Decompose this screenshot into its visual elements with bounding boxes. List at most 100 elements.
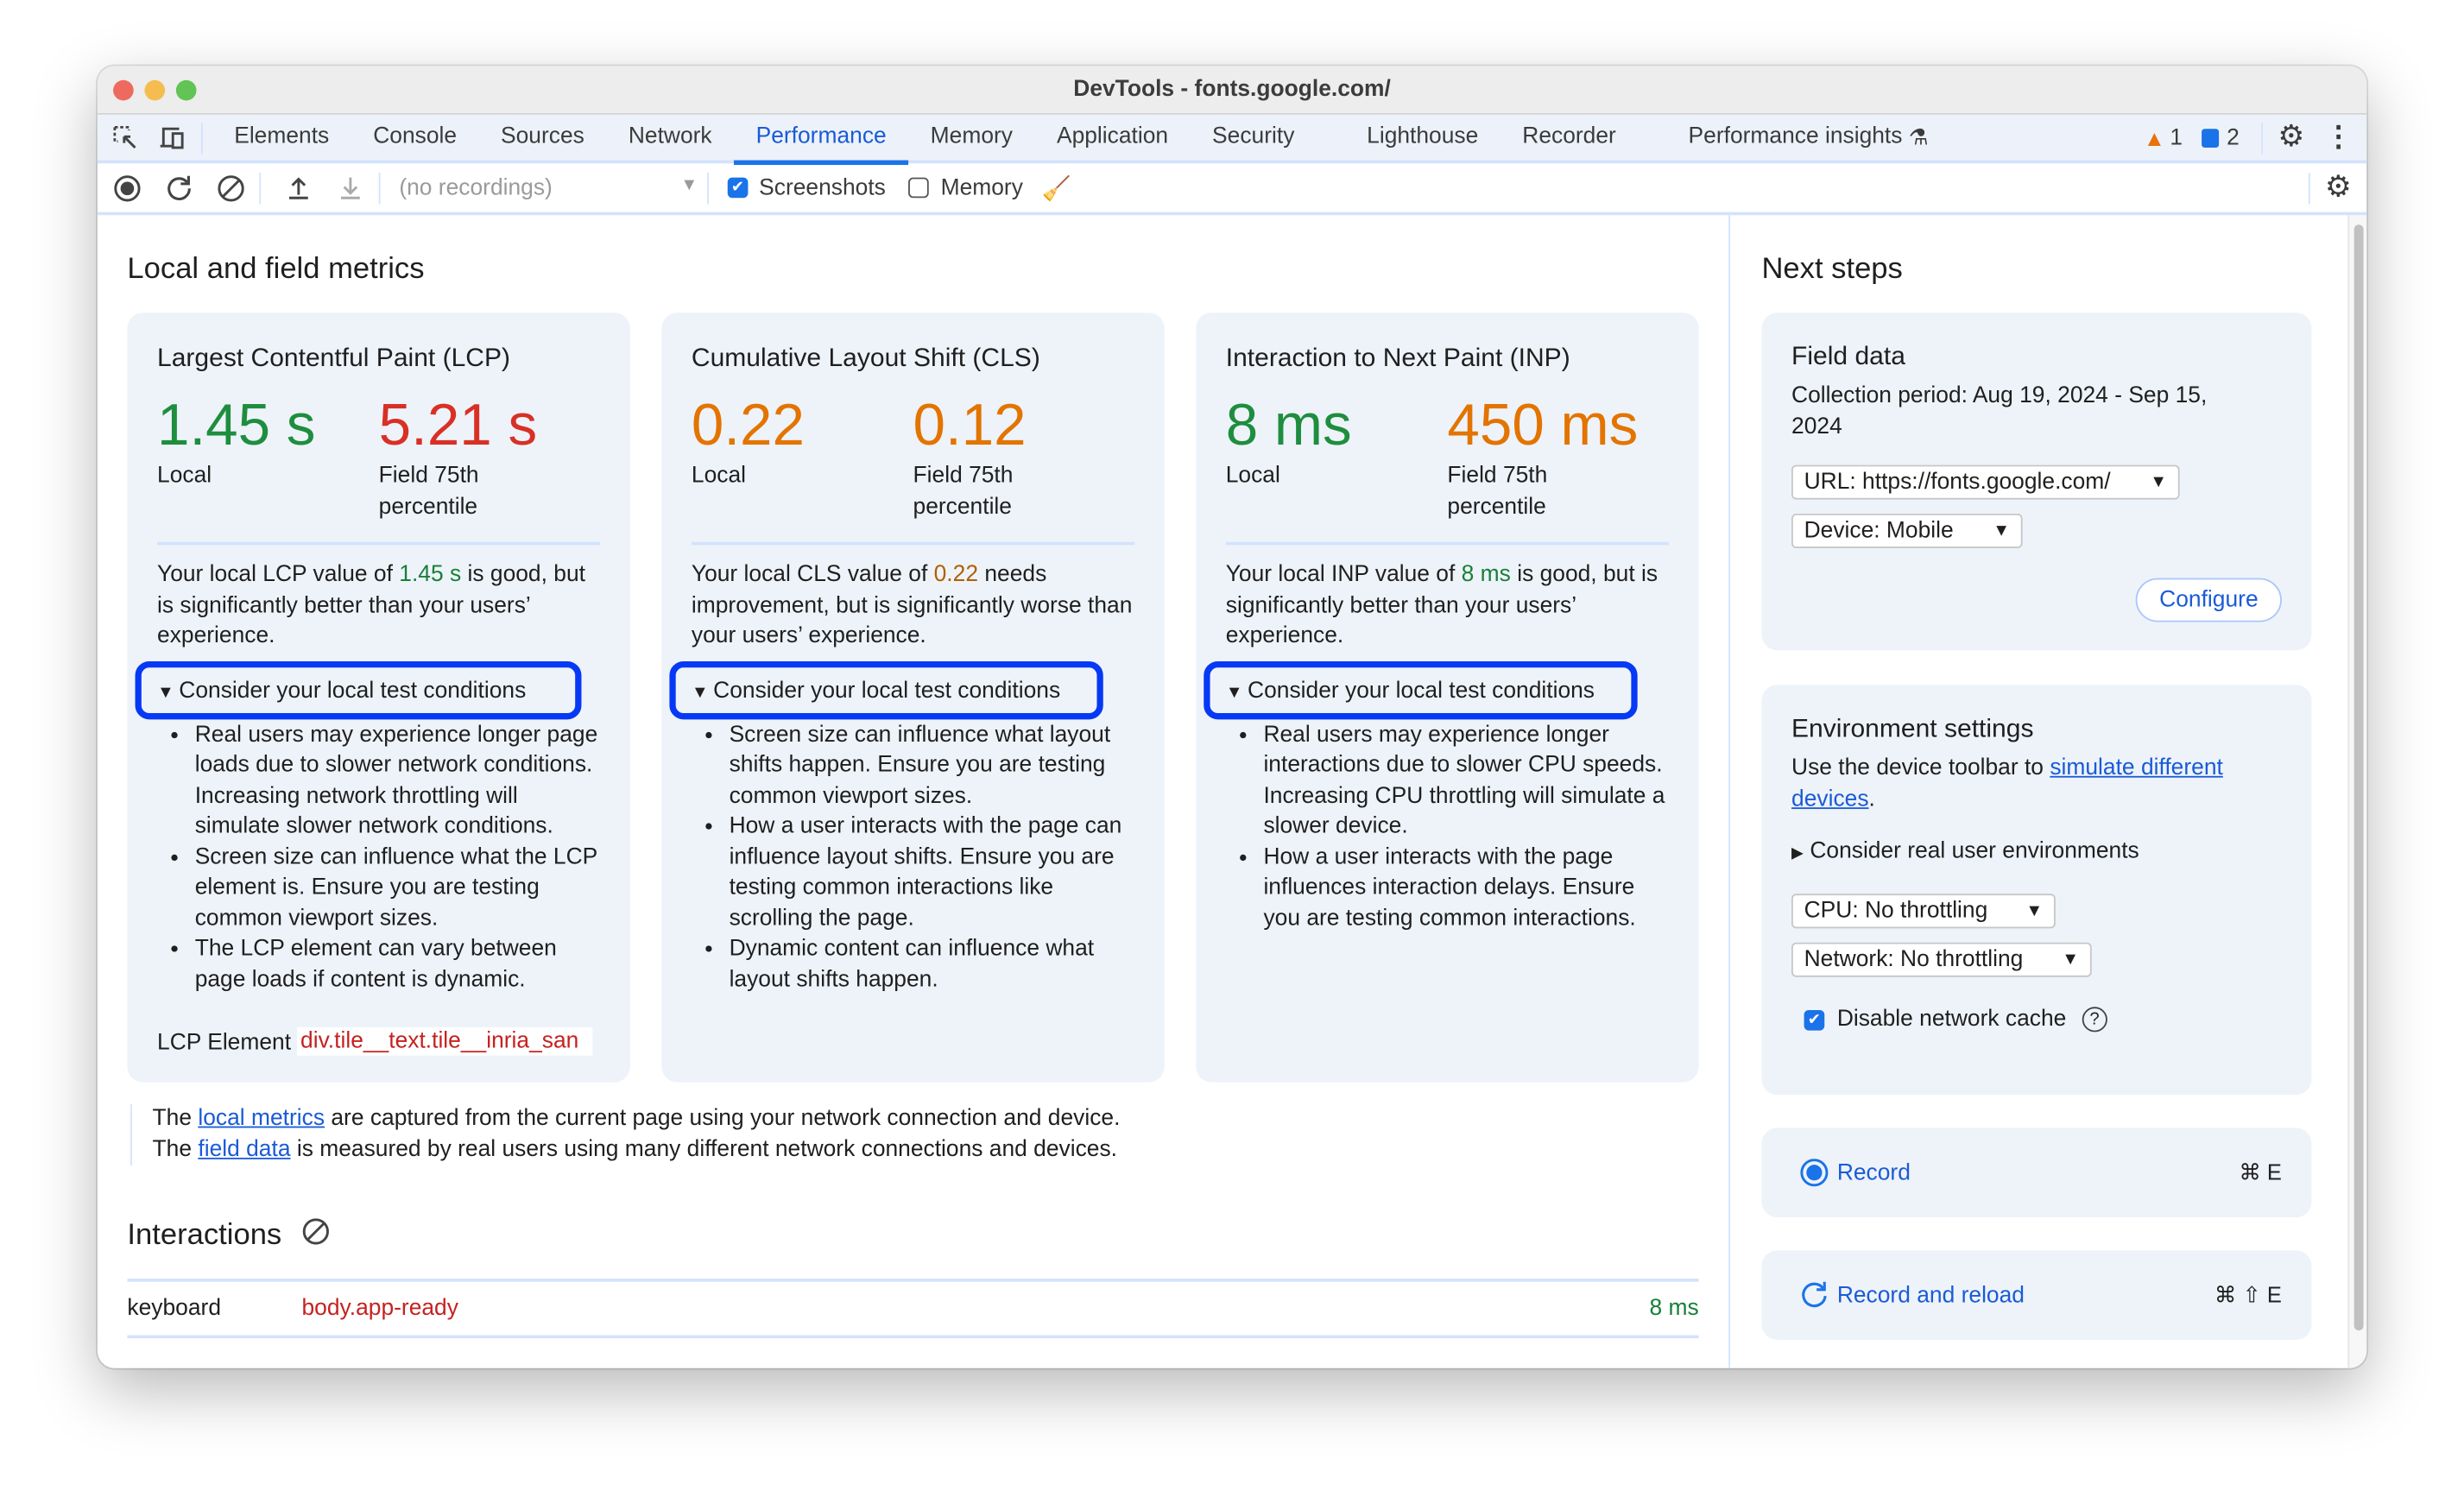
conditions-list: Real users may experience longer page lo… xyxy=(157,720,600,995)
condition-item: How a user interacts with the page can i… xyxy=(730,812,1135,935)
panel-tabs: Elements Console Sources Network Perform… xyxy=(97,113,2367,166)
window-title: DevTools - fonts.google.com/ xyxy=(1073,77,1391,103)
field-data-title: Field data xyxy=(1791,342,1905,371)
recordings-select-value: (no recordings) xyxy=(399,174,553,200)
inspect-element-icon[interactable] xyxy=(107,118,145,156)
record-reload-label: Record and reload xyxy=(1836,1282,2025,1308)
clear-interactions-icon[interactable] xyxy=(302,1217,331,1254)
highlight-outline xyxy=(135,660,582,719)
tab-sources[interactable]: Sources xyxy=(501,123,584,149)
cpu-throttling-select[interactable]: CPU: No throttling ▼ xyxy=(1791,894,2056,929)
metric-card-inp: Interaction to Next Paint (INP) 8 ms Local… xyxy=(1196,313,1699,1083)
tab-console[interactable]: Console xyxy=(373,123,458,149)
next-steps-panel: Next steps Field data Collection period:… xyxy=(1732,215,2348,1368)
tab-recorder[interactable]: Recorder xyxy=(1522,123,1616,149)
metrics-panel: Local and field metrics Largest Contentf… xyxy=(98,215,1731,1368)
help-icon[interactable]: ? xyxy=(2082,1007,2107,1033)
download-icon[interactable] xyxy=(332,169,370,207)
zoom-window-button[interactable] xyxy=(175,79,197,101)
dropdown-arrow-icon: ▼ xyxy=(2025,901,2044,921)
metric-description: Your local INP value of 8 ms is good, bu… xyxy=(1225,562,1658,649)
local-label: Local xyxy=(157,463,212,489)
tab-lighthouse[interactable]: Lighthouse xyxy=(1367,123,1479,149)
expanded-triangle-icon: ▼ xyxy=(691,682,709,702)
record-label: Record xyxy=(1836,1159,1911,1185)
tab-application[interactable]: Application xyxy=(1056,123,1169,149)
environment-settings-card: Environment settings Use the device tool… xyxy=(1761,685,2312,1096)
warning-count[interactable]: 1 xyxy=(2170,124,2183,150)
device-select[interactable]: Device: Mobile ▼ xyxy=(1791,513,2023,549)
next-steps-heading: Next steps xyxy=(1761,252,1903,287)
metric-title: Interaction to Next Paint (INP) xyxy=(1225,344,1570,373)
recordings-select[interactable]: (no recordings) ▼ xyxy=(399,175,698,200)
highlight-outline xyxy=(1204,660,1638,719)
title-bar: DevTools - fonts.google.com/ xyxy=(97,66,2367,115)
screenshots-checkbox[interactable]: ✔ xyxy=(727,177,749,199)
upload-icon[interactable] xyxy=(280,169,318,207)
url-select[interactable]: URL: https://fonts.google.com/▼ xyxy=(1791,464,2180,500)
field-label: Field 75th percentile xyxy=(1447,463,1548,520)
disable-cache-checkbox[interactable]: ✔ xyxy=(1804,1009,1825,1030)
message-icon[interactable] xyxy=(2201,128,2219,148)
warning-icon[interactable]: ▲ xyxy=(2143,124,2165,150)
clear-icon[interactable] xyxy=(212,169,250,207)
field-label: Field 75th percentile xyxy=(913,463,1014,520)
record-and-reload-button[interactable]: Record and reload ⌘ ⇧ E xyxy=(1761,1250,2312,1341)
device-toolbar-icon[interactable] xyxy=(154,118,192,156)
local-test-conditions-summary[interactable]: ▼ Consider your local test conditions xyxy=(669,660,1134,719)
condition-item: Dynamic content can influence what layou… xyxy=(730,935,1135,996)
tab-memory[interactable]: Memory xyxy=(930,123,1014,149)
divider xyxy=(157,541,601,546)
more-options-icon[interactable]: ⋮ xyxy=(2324,121,2353,153)
scrollbar-thumb[interactable] xyxy=(2353,224,2364,1331)
memory-checkbox[interactable] xyxy=(907,177,929,199)
metric-title: Largest Contentful Paint (LCP) xyxy=(157,344,511,373)
local-test-conditions-summary[interactable]: ▼ Consider your local test conditions xyxy=(1204,660,1669,719)
scrollbar[interactable] xyxy=(2347,215,2367,1368)
dropdown-arrow-icon: ▼ xyxy=(2062,950,2080,970)
collection-period: Collection period: Aug 19, 2024 - Sep 15… xyxy=(1791,382,2208,439)
close-window-button[interactable] xyxy=(113,79,134,101)
settings-gear-icon[interactable]: ⚙ xyxy=(2278,121,2305,155)
screenshots-label: Screenshots xyxy=(759,174,886,200)
real-user-environments-summary[interactable]: ▶ Consider real user environments xyxy=(1791,838,2139,864)
minimize-window-button[interactable] xyxy=(144,79,166,101)
capture-settings-gear-icon[interactable]: ⚙ xyxy=(2324,171,2352,205)
tab-network[interactable]: Network xyxy=(628,123,712,149)
disable-cache-label: Disable network cache xyxy=(1836,1007,2067,1033)
interaction-duration: 8 ms xyxy=(1649,1296,1699,1322)
local-label: Local xyxy=(691,463,746,489)
conditions-list: Screen size can influence what layout sh… xyxy=(692,720,1134,995)
reload-record-icon[interactable] xyxy=(161,169,199,207)
condition-item: Screen size can influence what the LCP e… xyxy=(195,843,601,934)
message-count[interactable]: 2 xyxy=(2227,124,2240,150)
lcp-element: LCP Element div.tile__text.tile__inria_s… xyxy=(157,1026,593,1056)
expanded-triangle-icon: ▼ xyxy=(157,682,174,702)
interaction-target[interactable]: body.app-ready xyxy=(301,1296,458,1322)
tab-elements[interactable]: Elements xyxy=(234,123,330,149)
divider xyxy=(691,541,1135,546)
garbage-collect-broom-icon[interactable]: 🧹 xyxy=(1041,174,1071,202)
divider xyxy=(1225,541,1670,546)
metric-title: Cumulative Layout Shift (CLS) xyxy=(691,344,1040,373)
metric-description: Your local LCP value of 1.45 s is good, … xyxy=(157,562,585,649)
local-label: Local xyxy=(1225,463,1280,489)
configure-button[interactable]: Configure xyxy=(2135,578,2282,622)
record-icon xyxy=(1800,1159,1829,1187)
network-throttling-select[interactable]: Network: No throttling ▼ xyxy=(1791,942,2092,977)
simulate-devices-link[interactable]: simulate different devices xyxy=(1791,755,2223,812)
local-test-conditions-summary[interactable]: ▼ Consider your local test conditions xyxy=(135,660,600,719)
local-metrics-link[interactable]: local metrics xyxy=(198,1105,325,1132)
metric-card-lcp: Largest Contentful Paint (LCP) 1.45 s Loca… xyxy=(127,313,630,1083)
expand-triangle-icon: ▶ xyxy=(1791,844,1804,862)
record-button[interactable]: Record ⌘ E xyxy=(1761,1127,2312,1218)
field-data-link[interactable]: field data xyxy=(198,1136,291,1162)
lcp-element-node-link[interactable]: div.tile__text.tile__inria_san xyxy=(297,1026,593,1056)
tab-performance[interactable]: Performance xyxy=(734,113,909,166)
note-local-metrics: The local metrics are captured from the … xyxy=(152,1105,1121,1132)
conditions-list: Real users may experience longer interac… xyxy=(1226,720,1669,934)
tab-security[interactable]: Security xyxy=(1212,123,1295,149)
record-icon[interactable] xyxy=(109,169,147,207)
reload-icon xyxy=(1802,1281,1827,1308)
tab-performance-insights[interactable]: Performance insights xyxy=(1688,123,1903,149)
